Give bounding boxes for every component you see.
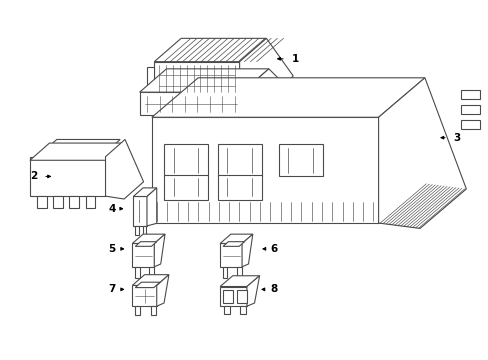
Polygon shape xyxy=(220,276,259,287)
Polygon shape xyxy=(135,242,157,246)
Polygon shape xyxy=(152,117,378,223)
Polygon shape xyxy=(222,267,227,278)
Polygon shape xyxy=(220,234,252,243)
Polygon shape xyxy=(37,196,47,208)
Text: 4: 4 xyxy=(108,204,115,214)
Polygon shape xyxy=(30,157,105,196)
Polygon shape xyxy=(154,62,239,96)
Polygon shape xyxy=(223,242,244,246)
Polygon shape xyxy=(133,188,157,197)
Polygon shape xyxy=(30,143,125,160)
Polygon shape xyxy=(135,306,140,315)
Polygon shape xyxy=(217,175,261,200)
Polygon shape xyxy=(461,105,479,114)
Polygon shape xyxy=(142,226,146,235)
Text: 1: 1 xyxy=(291,54,299,64)
Polygon shape xyxy=(132,285,157,306)
Polygon shape xyxy=(135,282,160,288)
Polygon shape xyxy=(163,175,207,200)
Polygon shape xyxy=(242,69,295,119)
Polygon shape xyxy=(220,243,242,267)
Polygon shape xyxy=(154,39,266,62)
Polygon shape xyxy=(220,287,246,306)
Polygon shape xyxy=(461,121,479,130)
Polygon shape xyxy=(135,267,140,278)
Text: 8: 8 xyxy=(269,284,277,294)
Polygon shape xyxy=(135,226,139,235)
Polygon shape xyxy=(239,39,293,99)
Polygon shape xyxy=(151,306,156,315)
Polygon shape xyxy=(132,275,168,285)
Polygon shape xyxy=(223,290,233,303)
Polygon shape xyxy=(140,92,242,116)
Polygon shape xyxy=(278,144,322,176)
Polygon shape xyxy=(149,267,154,278)
Polygon shape xyxy=(152,78,424,117)
Polygon shape xyxy=(157,275,168,306)
Polygon shape xyxy=(163,144,207,176)
Text: 5: 5 xyxy=(108,244,115,254)
Polygon shape xyxy=(217,144,261,176)
Polygon shape xyxy=(37,139,120,157)
Polygon shape xyxy=(237,290,247,303)
Polygon shape xyxy=(224,306,229,314)
Polygon shape xyxy=(237,267,242,278)
Text: 3: 3 xyxy=(452,133,459,143)
Polygon shape xyxy=(53,196,63,208)
Polygon shape xyxy=(140,69,268,92)
Polygon shape xyxy=(69,196,79,208)
Polygon shape xyxy=(132,243,154,267)
Text: 6: 6 xyxy=(269,244,277,254)
Polygon shape xyxy=(147,67,154,89)
Text: 7: 7 xyxy=(108,284,115,294)
Polygon shape xyxy=(133,197,147,226)
Text: 2: 2 xyxy=(30,171,38,181)
Polygon shape xyxy=(461,90,479,99)
Polygon shape xyxy=(132,234,164,243)
Polygon shape xyxy=(242,234,252,267)
Polygon shape xyxy=(240,306,245,314)
Polygon shape xyxy=(378,78,466,228)
Polygon shape xyxy=(147,188,157,226)
Polygon shape xyxy=(154,234,164,267)
Polygon shape xyxy=(85,196,95,208)
Polygon shape xyxy=(246,276,259,306)
Polygon shape xyxy=(105,139,143,199)
